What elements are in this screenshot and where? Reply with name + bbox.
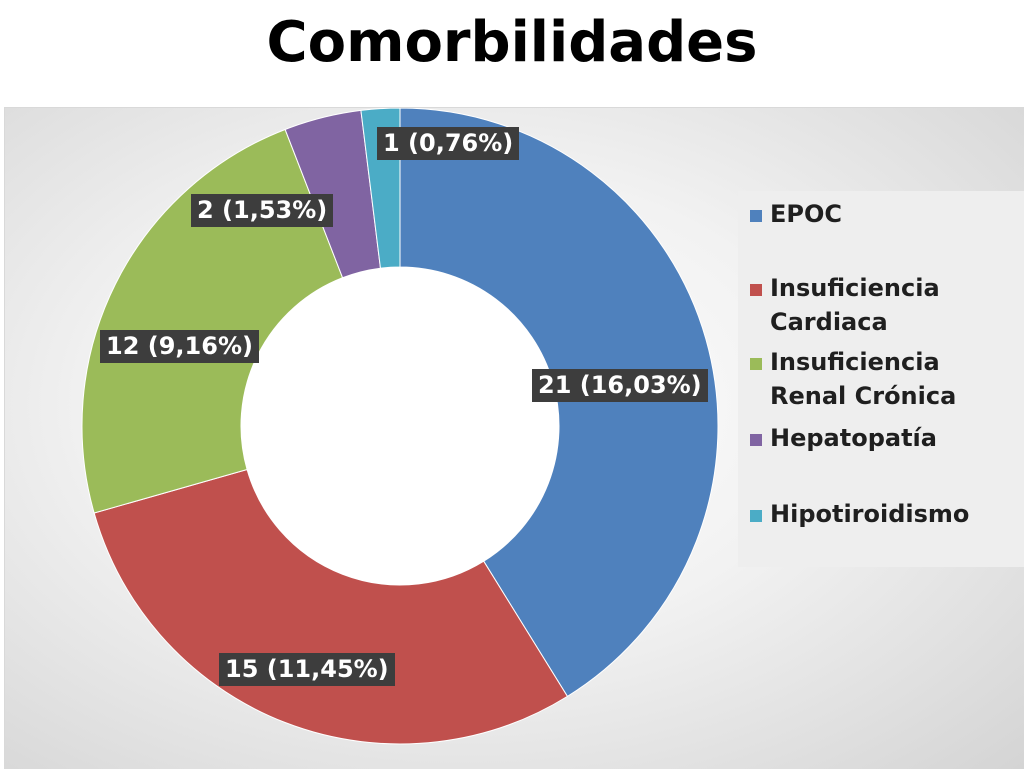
donut-chart — [81, 108, 719, 745]
data-label-hipotiroidismo: 1 (0,76%) — [377, 127, 520, 160]
data-label-epoc: 21 (16,03%) — [532, 369, 708, 402]
legend-swatch-insuficiencia-cardiaca — [750, 284, 762, 296]
legend-label: EPOC — [770, 200, 842, 228]
slice-epoc — [399, 108, 719, 698]
legend-swatch-epoc — [750, 210, 762, 222]
legend-label: Hepatopatía — [770, 424, 937, 452]
legend-label: Insuficiencia — [770, 348, 940, 376]
legend-swatch-insuficiencia-renal — [750, 358, 762, 370]
legend-item-insuficiencia-cardiaca: Insuficiencia Cardiaca — [750, 271, 1020, 339]
legend-label: Insuficiencia — [770, 274, 940, 302]
data-label-insuficiencia-renal: 12 (9,16%) — [100, 330, 259, 363]
chart-title: Comorbilidades — [266, 10, 758, 75]
legend-item-hipotiroidismo: Hipotiroidismo — [750, 497, 1020, 531]
legend-item-epoc: EPOC — [750, 197, 1020, 231]
data-label-insuficiencia-cardiaca: 15 (11,45%) — [219, 653, 395, 686]
legend-label: Hipotiroidismo — [770, 500, 970, 528]
legend-item-insuficiencia-renal: Insuficiencia Renal Crónica — [750, 345, 1020, 413]
legend-item-hepatopatia: Hepatopatía — [750, 421, 1020, 455]
legend-label-line2: Renal Crónica — [770, 382, 957, 410]
legend-swatch-hipotiroidismo — [750, 510, 762, 522]
data-label-hepatopatia: 2 (1,53%) — [191, 194, 334, 227]
legend-swatch-hepatopatia — [750, 434, 762, 446]
chart-legend: EPOC Insuficiencia Cardiaca Insuficienci… — [738, 191, 1024, 567]
donut-hole — [241, 267, 559, 585]
legend-label-line2: Cardiaca — [770, 308, 888, 336]
